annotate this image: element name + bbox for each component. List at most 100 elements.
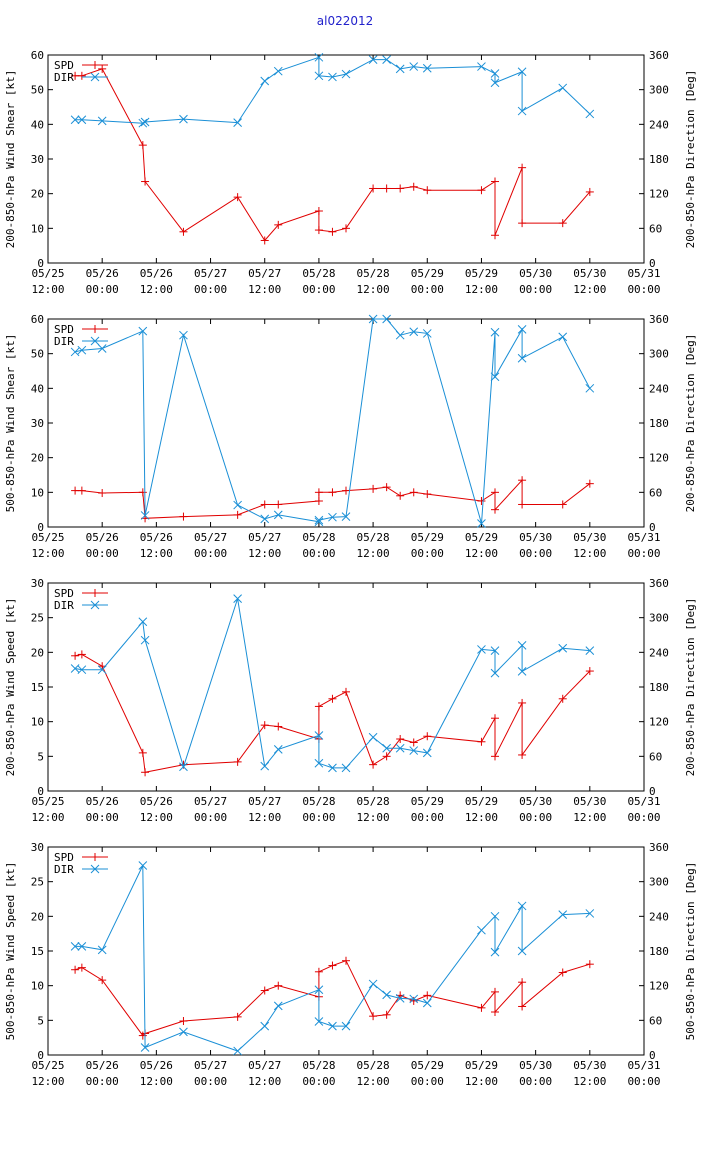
x-tick-label-date: 05/25 — [31, 795, 64, 808]
y2-tick-label: 0 — [649, 521, 656, 534]
legend-label-dir: DIR — [54, 863, 74, 876]
x-tick-label-time: 00:00 — [194, 547, 227, 560]
marker-x-b — [314, 1017, 324, 1026]
data-point-dir — [490, 372, 500, 382]
x-tick-label-time: 00:00 — [86, 1075, 119, 1088]
marker-x-b — [314, 731, 324, 740]
marker-x-b — [140, 511, 150, 520]
marker-x-b — [368, 732, 378, 742]
data-point-spd — [233, 1012, 242, 1021]
data-point-dir — [70, 942, 80, 951]
data-point-spd — [585, 479, 594, 488]
marker-x-b — [70, 347, 80, 357]
data-point-spd — [369, 760, 378, 769]
data-point-spd — [314, 967, 323, 976]
x-tick-label-time: 00:00 — [519, 283, 552, 296]
marker-x-b — [233, 118, 242, 127]
marker-x-b — [260, 1021, 270, 1031]
data-point-spd — [314, 702, 323, 711]
x-tick-label-date: 05/28 — [302, 1059, 335, 1072]
marker-x-b — [77, 665, 87, 675]
data-point-spd — [477, 186, 486, 195]
x-tick-label-time: 00:00 — [411, 811, 444, 824]
marker-x-b — [314, 985, 324, 995]
marker-x-b — [138, 617, 148, 627]
x-tick-label-date: 05/30 — [519, 267, 552, 280]
data-point-spd — [274, 981, 283, 990]
y2-axis-label: 500-850-hPa Direction [Deg] — [684, 862, 697, 1041]
marker-x-b — [328, 512, 337, 522]
y2-tick-label: 240 — [649, 382, 669, 395]
x-tick-label-time: 00:00 — [86, 547, 119, 560]
x-tick-label-date: 05/25 — [31, 267, 64, 280]
data-point-spd — [260, 721, 269, 730]
x-tick-label-time: 12:00 — [31, 283, 64, 296]
page-title: al022012 — [317, 14, 374, 28]
y2-tick-label: 360 — [649, 841, 669, 854]
x-tick-label-date: 05/28 — [302, 531, 335, 544]
data-point-spd — [233, 193, 242, 202]
data-point-dir — [382, 743, 391, 753]
x-tick-label-time: 12:00 — [248, 547, 281, 560]
x-tick-label-date: 05/29 — [465, 795, 498, 808]
x-tick-label-time: 00:00 — [627, 1075, 660, 1088]
y-tick-label: 30 — [31, 153, 44, 166]
marker-x-b — [558, 83, 568, 93]
data-point-dir — [395, 64, 405, 74]
data-point-dir — [490, 327, 500, 337]
y2-tick-label: 0 — [649, 1049, 656, 1062]
data-point-dir — [260, 514, 270, 524]
data-point-spd — [558, 968, 567, 977]
data-point-spd — [369, 1012, 378, 1021]
y-tick-label: 40 — [31, 118, 44, 131]
panel-3: 05101520253006012018024030036005/2512:00… — [4, 577, 697, 824]
x-tick-label-date: 05/29 — [465, 1059, 498, 1072]
y2-tick-label: 0 — [649, 785, 656, 798]
data-point-dir — [314, 731, 324, 740]
plot-frame — [47, 318, 645, 528]
data-point-dir — [77, 665, 87, 675]
data-point-spd — [138, 1031, 147, 1040]
marker-x-b — [382, 990, 391, 1000]
marker-x-b — [558, 332, 568, 342]
data-point-dir — [422, 998, 432, 1008]
x-tick-label-date: 05/30 — [573, 795, 606, 808]
data-point-dir — [314, 52, 324, 62]
data-point-dir — [395, 330, 405, 340]
legend-label-spd: SPD — [54, 851, 74, 864]
series-line-spd — [74, 960, 590, 1037]
x-tick-label-time: 00:00 — [627, 811, 660, 824]
data-point-dir — [517, 353, 527, 363]
x-tick-label-date: 05/28 — [357, 267, 390, 280]
y-tick-label: 5 — [37, 750, 44, 763]
data-point-dir — [409, 994, 419, 1004]
marker-x-b — [233, 1046, 242, 1056]
data-point-dir — [138, 617, 148, 627]
data-point-dir — [328, 512, 337, 522]
x-tick-label-date: 05/26 — [86, 531, 119, 544]
marker-x-b — [179, 330, 188, 340]
x-tick-label-date: 05/29 — [411, 531, 444, 544]
legend-marker — [90, 600, 100, 610]
data-point-spd — [518, 698, 527, 707]
marker-x-b — [382, 743, 391, 753]
x-tick-label-time: 12:00 — [248, 811, 281, 824]
x-tick-label-date: 05/27 — [194, 1059, 227, 1072]
data-point-spd — [98, 489, 107, 498]
marker-x-b — [490, 78, 500, 88]
data-point-dir — [140, 635, 150, 645]
data-point-spd — [558, 219, 567, 228]
y-tick-label: 20 — [31, 452, 44, 465]
data-point-spd — [409, 182, 418, 191]
y-axis-label: 500-850-hPa Wind Shear [kt] — [4, 334, 17, 513]
marker-x-b — [97, 116, 107, 126]
marker-x-b — [490, 327, 500, 337]
data-point-spd — [382, 483, 391, 492]
data-point-dir — [260, 1021, 270, 1031]
x-tick-label-date: 05/25 — [31, 1059, 64, 1072]
data-point-dir — [314, 517, 324, 527]
marker-x-b — [585, 646, 595, 655]
x-tick-label-date: 05/30 — [519, 531, 552, 544]
data-point-spd — [71, 486, 80, 495]
